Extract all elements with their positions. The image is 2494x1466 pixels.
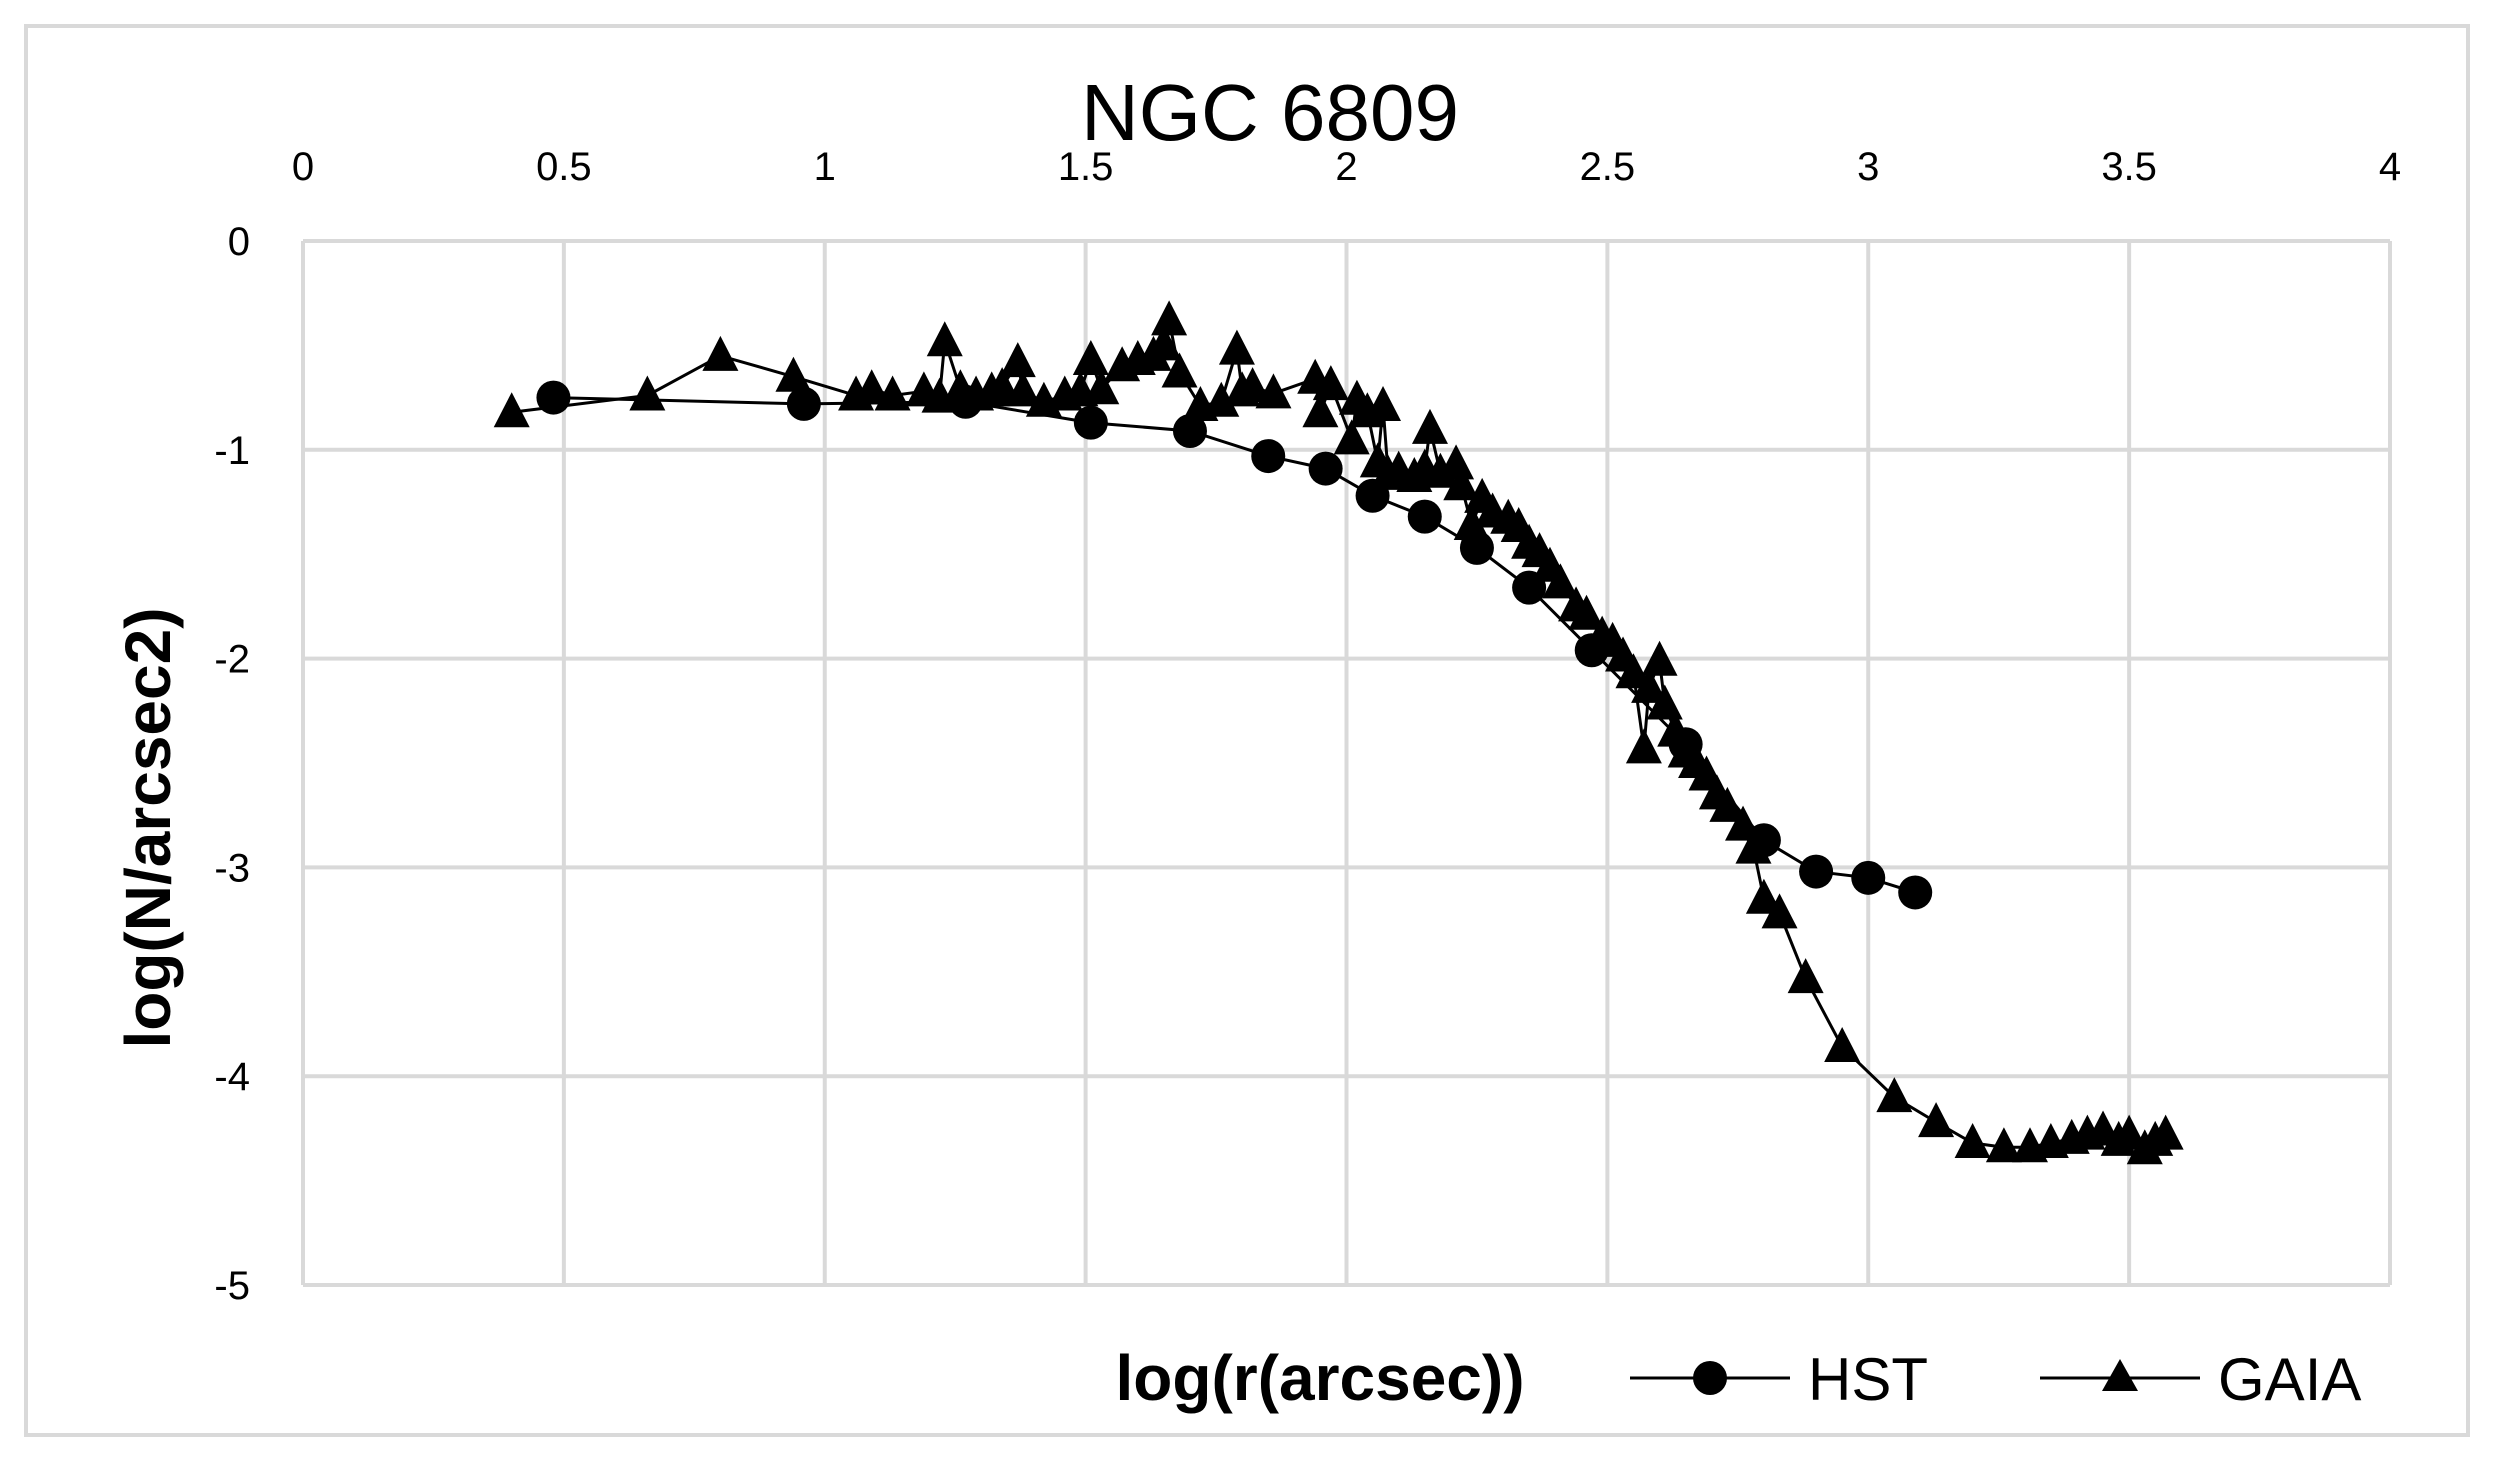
data-point-hst (1073, 405, 1108, 440)
data-point-gaia (1824, 1026, 1861, 1062)
data-point-gaia (926, 321, 963, 357)
data-point-gaia (1787, 958, 1824, 994)
chart-border (24, 24, 2470, 1437)
y-tick-label: -5 (214, 1264, 250, 1308)
data-point-gaia (1151, 300, 1188, 336)
data-point-gaia (2147, 1114, 2184, 1150)
data-point-gaia (1542, 563, 1579, 599)
data-point-gaia (1453, 504, 1490, 540)
grid-lines (301, 239, 2392, 1287)
series-gaia (493, 300, 2184, 1165)
data-point-gaia (629, 375, 666, 411)
data-point-hst (1172, 414, 1207, 449)
data-point-gaia (1438, 444, 1475, 480)
data-point-hst (1407, 499, 1442, 534)
data-point-hst (1308, 451, 1343, 486)
x-tick-label: 0.5 (536, 145, 592, 189)
x-tick-label: 3 (1857, 145, 1879, 189)
data-point-gaia (1255, 373, 1292, 409)
x-axis-title: log(r(arcsec)) (1116, 1342, 1525, 1414)
data-point-gaia (1761, 893, 1798, 929)
data-point-gaia (1333, 419, 1370, 455)
x-tick-label: 0 (292, 145, 314, 189)
data-point-hst (1851, 860, 1886, 895)
x-tick-label: 4 (2379, 145, 2401, 189)
legend: HST GAIA (1630, 1346, 2361, 1413)
x-tick-label: 2 (1335, 145, 1357, 189)
data-point-gaia (1411, 408, 1448, 444)
x-tick-label: 3.5 (2101, 145, 2157, 189)
data-point-gaia (1218, 329, 1255, 365)
x-tick-label: 1.5 (1058, 145, 1114, 189)
data-point-gaia (1234, 367, 1271, 403)
data-point-gaia (1302, 392, 1339, 428)
data-point-hst (1799, 854, 1834, 889)
data-point-gaia (1161, 352, 1198, 388)
data-point-hst (1251, 439, 1286, 474)
legend-hst-label: HST (1808, 1346, 1928, 1413)
data-point-gaia (2111, 1114, 2148, 1150)
y-tick-label: 0 (228, 220, 250, 264)
data-point-gaia (1312, 365, 1349, 401)
x-tick-label: 1 (814, 145, 836, 189)
data-point-gaia (1145, 325, 1182, 361)
data-point-gaia (853, 369, 890, 405)
data-point-gaia (493, 392, 530, 428)
data-point-gaia (1641, 640, 1678, 676)
x-tick-label: 2.5 (1580, 145, 1636, 189)
data-point-gaia (874, 375, 911, 411)
data-point-gaia (1005, 371, 1042, 407)
data-point-gaia (1745, 878, 1782, 914)
y-tick-label: -2 (214, 638, 250, 682)
y-tick-label: -1 (214, 429, 250, 473)
data-point-gaia (1918, 1102, 1955, 1138)
data-point-gaia (1735, 828, 1772, 864)
y-tick-label: -4 (214, 1055, 250, 1099)
data-point-gaia (1876, 1077, 1913, 1113)
data-point-gaia (702, 335, 739, 371)
data-point-gaia (1443, 465, 1480, 501)
tick-labels: 0 0.5 1 1.5 2 2.5 3 3.5 4 0 -1 -2 -3 -4 -5 (214, 145, 2401, 1308)
series-layer (493, 300, 2184, 1165)
y-tick-label: -3 (214, 846, 250, 890)
data-point-gaia (775, 356, 812, 392)
legend-hst-marker (1693, 1361, 1727, 1395)
data-point-gaia (1083, 369, 1120, 405)
series-hst-line (553, 396, 1916, 894)
data-point-hst (786, 386, 821, 421)
data-point-hst (1898, 875, 1933, 910)
legend-gaia-marker (2102, 1359, 2138, 1391)
data-point-gaia (1646, 684, 1683, 720)
data-point-gaia (1365, 385, 1402, 421)
series-hst (536, 380, 1933, 910)
data-point-gaia (1615, 653, 1652, 689)
series-gaia-line (511, 319, 2167, 1152)
data-point-gaia (1709, 786, 1746, 822)
data-point-gaia (1072, 340, 1109, 376)
data-point-gaia (984, 367, 1021, 403)
data-point-gaia (1954, 1123, 1991, 1159)
data-point-gaia (1985, 1127, 2022, 1163)
data-point-gaia (1203, 381, 1240, 417)
y-axis-title: log(N/arcsec2) (112, 607, 184, 1048)
legend-gaia-label: GAIA (2218, 1346, 2361, 1413)
chart-title: NGC 6809 (1081, 68, 1459, 157)
data-point-gaia (1631, 667, 1668, 703)
data-point-gaia (999, 342, 1036, 378)
data-point-gaia (1568, 594, 1605, 630)
data-point-gaia (1625, 728, 1662, 764)
